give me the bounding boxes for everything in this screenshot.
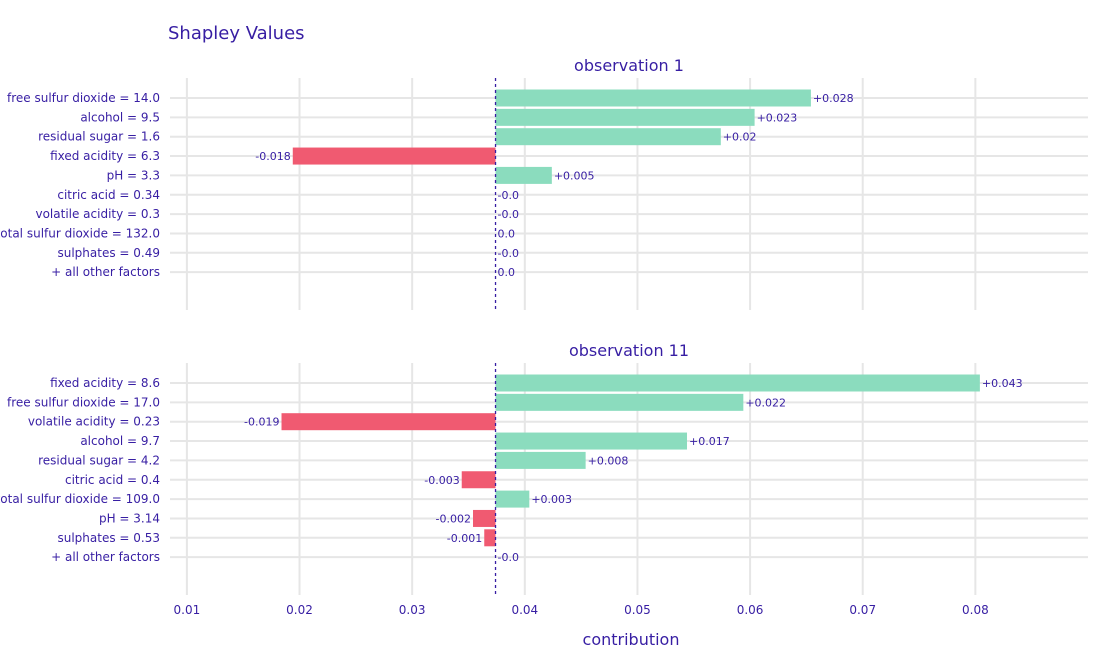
x-tick-label: 0.01	[174, 603, 201, 617]
value-label: +0.043	[982, 377, 1023, 390]
value-label: -0.0	[498, 551, 519, 564]
value-label: -0.0	[498, 247, 519, 260]
value-label: -0.0	[498, 208, 519, 221]
value-label: -0.018	[255, 150, 290, 163]
row-label: free sulfur dioxide = 17.0	[7, 395, 160, 409]
value-label: +0.02	[723, 131, 757, 144]
value-label: -0.003	[424, 474, 459, 487]
x-axis-ticks: 0.01 0.02 0.03 0.04 0.05 0.06 0.07 0.08	[174, 603, 989, 617]
row-label: sulphates = 0.49	[57, 246, 160, 260]
row-label: volatile acidity = 0.23	[28, 415, 160, 429]
value-label: 0.0	[498, 266, 516, 279]
row-label: alcohol = 9.5	[80, 110, 160, 124]
x-tick-label: 0.05	[624, 603, 651, 617]
row-label: total sulfur dioxide = 109.0	[0, 492, 160, 506]
panel-2: observation 11 fixed acidity = 8.6 +0.043 f…	[0, 341, 1088, 595]
chart-title: Shapley Values	[168, 23, 305, 44]
bar	[495, 166, 552, 184]
panel-1: observation 1 free sulfur dioxide = 14.0 +…	[0, 56, 1088, 310]
x-tick-label: 0.08	[962, 603, 989, 617]
value-label: +0.003	[531, 493, 572, 506]
row-label: free sulfur dioxide = 14.0	[7, 91, 160, 105]
row-label: pH = 3.14	[99, 511, 160, 525]
row-label: sulphates = 0.53	[57, 531, 160, 545]
bar	[484, 529, 496, 547]
panels: observation 1 free sulfur dioxide = 14.0 +…	[0, 56, 1088, 595]
value-label: -0.002	[436, 512, 471, 525]
row-label: fixed acidity = 6.3	[50, 149, 160, 163]
bar	[292, 147, 496, 165]
bar	[461, 471, 496, 489]
value-label: +0.023	[757, 111, 798, 124]
row-label: volatile acidity = 0.3	[35, 207, 160, 221]
x-tick-label: 0.06	[737, 603, 764, 617]
bar	[495, 374, 980, 392]
bar	[495, 451, 586, 469]
value-label: +0.022	[745, 396, 786, 409]
bar	[495, 108, 755, 126]
x-tick-label: 0.04	[511, 603, 538, 617]
row-label: alcohol = 9.7	[80, 434, 160, 448]
value-label: -0.001	[447, 532, 482, 545]
row-label: citric acid = 0.4	[65, 473, 160, 487]
value-label: +0.008	[588, 454, 629, 467]
bar	[472, 509, 496, 527]
value-label: -0.0	[498, 189, 519, 202]
bar	[281, 413, 496, 431]
row-label: fixed acidity = 8.6	[50, 376, 160, 390]
bar	[495, 89, 811, 107]
row-label: citric acid = 0.34	[57, 188, 160, 202]
bar	[495, 128, 721, 146]
x-axis-title: contribution	[583, 630, 680, 649]
panel-subtitle: observation 1	[574, 56, 684, 75]
row-label: residual sugar = 4.2	[38, 453, 160, 467]
value-label: -0.019	[244, 416, 279, 429]
row-label: residual sugar = 1.6	[38, 130, 160, 144]
panel-subtitle: observation 11	[569, 341, 689, 360]
row-label: total sulfur dioxide = 132.0	[0, 226, 160, 240]
bar	[495, 432, 688, 450]
row-label: + all other factors	[51, 550, 160, 564]
value-label: 0.0	[498, 227, 516, 240]
value-label: +0.017	[689, 435, 730, 448]
bar	[495, 490, 530, 508]
value-label: +0.028	[813, 92, 854, 105]
row-label: pH = 3.3	[107, 168, 160, 182]
x-tick-label: 0.02	[286, 603, 313, 617]
x-tick-label: 0.07	[849, 603, 876, 617]
value-label: +0.005	[554, 169, 595, 182]
bar	[495, 393, 744, 411]
x-tick-label: 0.03	[399, 603, 426, 617]
row-label: + all other factors	[51, 265, 160, 279]
